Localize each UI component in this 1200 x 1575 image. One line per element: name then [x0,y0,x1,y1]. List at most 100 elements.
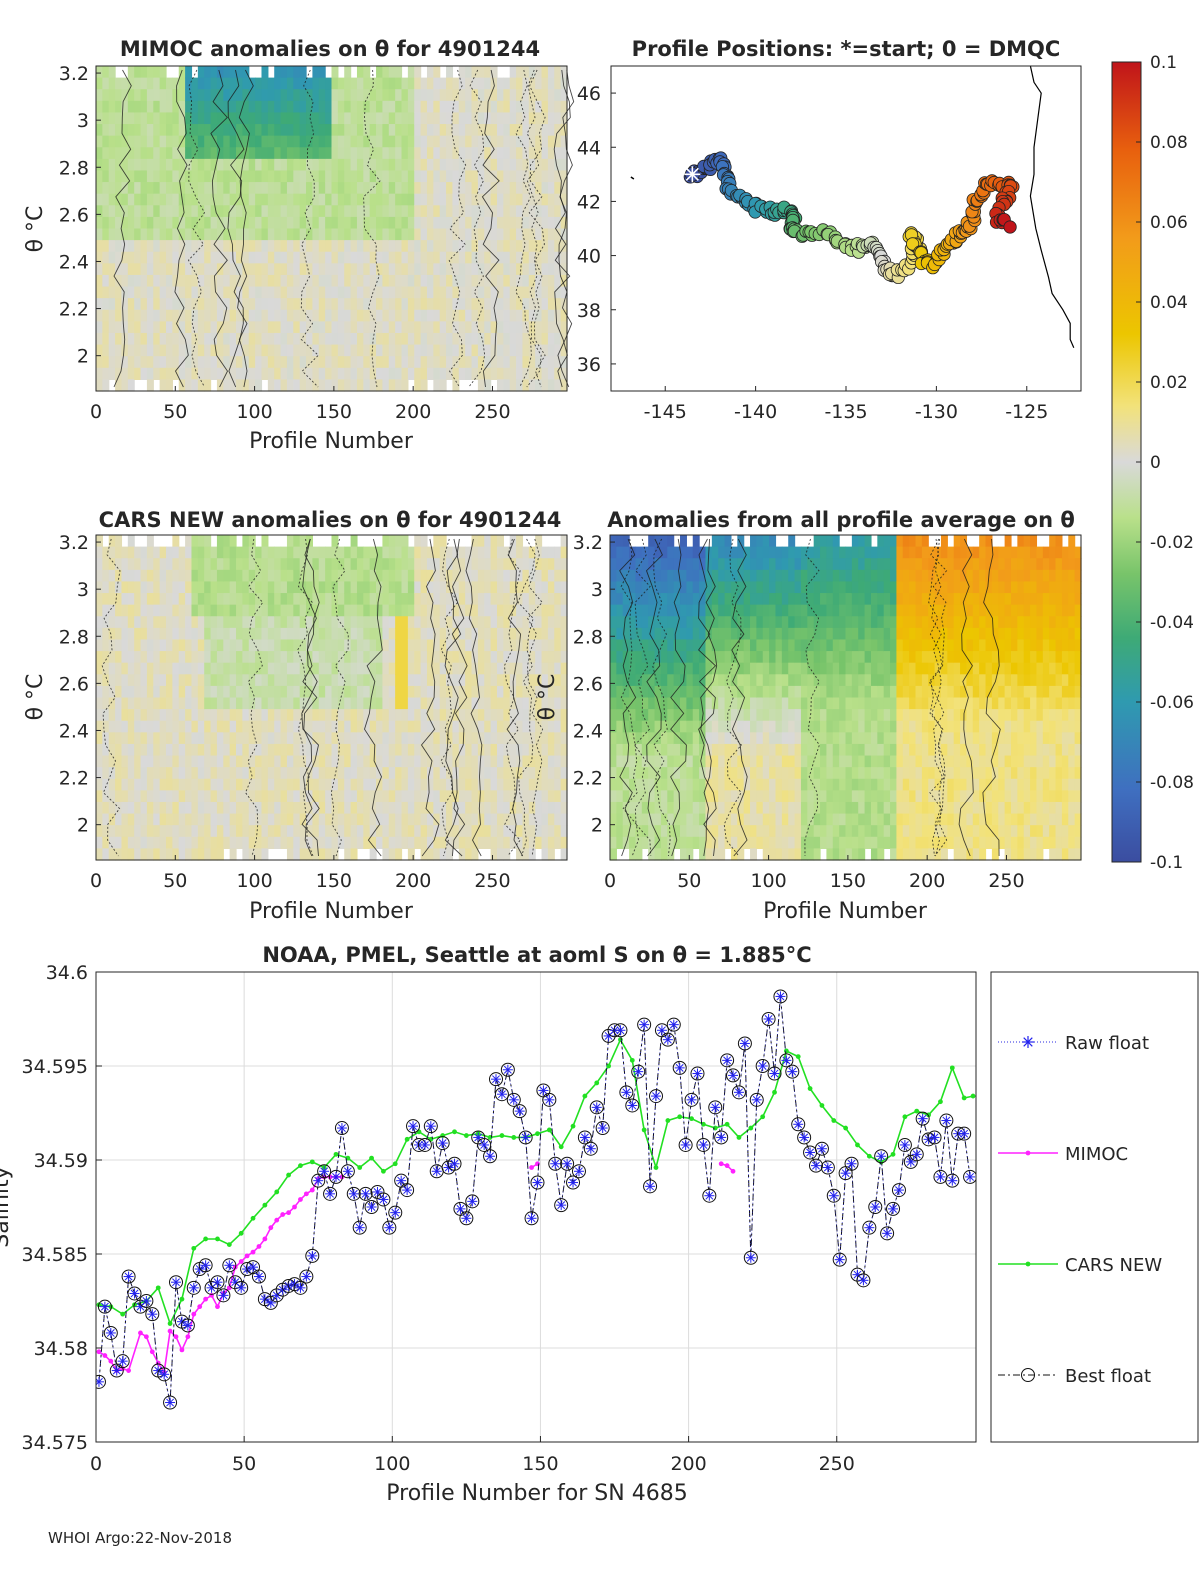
heatmap-cell [191,801,199,815]
heatmap-cell [197,100,205,114]
heatmap-cell [484,344,492,357]
heatmap-cell [496,801,504,815]
heatmap-cell [299,89,307,102]
heatmap-cell [229,581,237,594]
y-tick-label: 2.4 [59,251,89,273]
heatmap-cell [388,240,396,253]
heatmap-cell [363,193,371,206]
heatmap-cell [102,309,110,322]
heatmap-cell [477,801,485,815]
heatmap-cell [166,216,173,230]
heatmap-cell [312,298,320,311]
heatmap-cell [331,356,339,369]
heatmap-cell [318,778,326,791]
heatmap-cell [363,112,371,125]
heatmap-cell [166,848,173,861]
contour-line [528,69,546,388]
heatmap-cell [509,604,517,617]
heatmap-cell [395,193,403,206]
heatmap-cell [102,332,110,346]
heatmap-cell [528,100,536,114]
heatmap-cell [299,558,307,571]
heatmap-cell [718,801,726,815]
heatmap-cell [344,216,352,230]
heatmap-cell [102,593,110,606]
heatmap-cell [325,77,333,90]
heatmap-cell [204,813,212,826]
heatmap-cell [376,356,384,369]
heatmap-cell [490,251,498,264]
heatmap-cell [705,848,713,861]
heatmap-cell [229,182,237,195]
heatmap-cell [516,767,524,780]
heatmap-cell [414,709,422,722]
heatmap-cell [363,89,371,102]
heatmap-cell [185,274,193,288]
heatmap-cell [388,581,396,594]
heatmap-cell [395,379,403,392]
heatmap-cell [477,674,485,687]
heatmap-cell [223,66,231,79]
heatmap-cell [522,581,530,594]
heatmap-cell [692,767,700,780]
heatmap-cell [407,112,415,125]
heatmap-cell [178,593,186,606]
heatmap-cell [108,616,116,629]
heatmap-cell [407,251,415,264]
heatmap-cell [547,135,555,148]
heatmap-cell [318,720,326,733]
heatmap-cell [350,170,358,183]
heatmap-cell [121,367,129,380]
heatmap-cell [331,77,339,90]
heatmap-cell [490,767,498,780]
heatmap-cell [426,274,434,288]
heatmap-cell [350,535,358,548]
heatmap-cell [465,216,473,230]
heatmap-cell [166,124,173,137]
heatmap-cell [331,379,339,392]
colorbar: 0.10.080.060.040.020-0.02-0.04-0.06-0.08… [1111,53,1194,873]
heatmap-cell [610,569,617,583]
heatmap-cell [471,662,479,675]
heatmap-cell [204,836,212,849]
heatmap-cell [356,274,364,288]
heatmap-cell [96,286,103,299]
heatmap-cell [102,367,110,380]
heatmap-cell [299,216,307,230]
heatmap-cell [629,558,637,571]
heatmap-cell [711,743,719,757]
heatmap-cell [535,778,543,791]
heatmap-cell [96,228,103,241]
heatmap-cell [146,205,154,218]
heatmap-cell [153,558,161,571]
heatmap-cell [458,321,466,334]
heatmap-cell [134,286,142,299]
heatmap-cell [331,848,339,861]
heatmap-cell [382,147,390,160]
heatmap-cell [388,604,396,617]
heatmap-cell [686,581,694,594]
heatmap-cell [433,674,441,687]
heatmap-cell [280,627,288,641]
heatmap-cell [185,135,193,148]
heatmap-cell [229,170,237,183]
heatmap-cell [127,709,135,722]
heatmap-cell [210,321,218,334]
heatmap-cell [680,662,687,675]
heatmap-cell [306,77,313,90]
heatmap-cell [484,379,492,392]
heatmap-cell [146,228,154,241]
heatmap-cell [102,77,110,90]
heatmap-cell [509,581,517,594]
heatmap-cell [102,205,110,218]
heatmap-cell [730,581,738,594]
heatmap-cell [121,674,129,687]
heatmap-cell [496,216,504,230]
heatmap-cell [166,193,173,206]
heatmap-cell [541,581,549,594]
heatmap-cell [318,356,326,369]
heatmap-cell [229,124,237,137]
heatmap-cell [541,158,549,172]
heatmap-cell [108,558,116,571]
heatmap-cell [325,720,333,733]
